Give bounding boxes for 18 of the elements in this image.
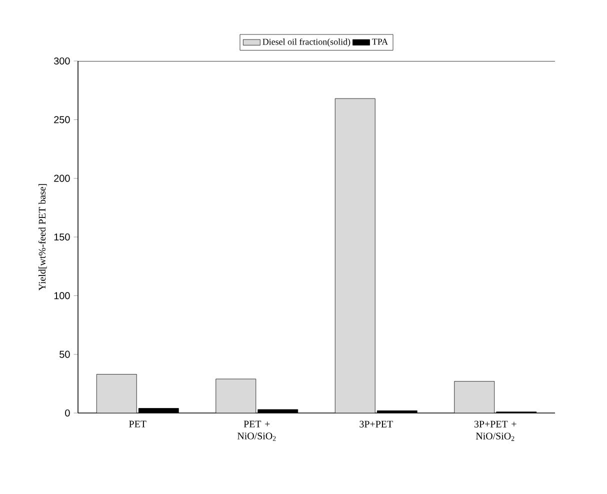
- y-axis-title: Yield[wt%-feed PET base]: [38, 184, 47, 291]
- x-tick-label: 3P+PET: [360, 420, 393, 428]
- bar: [96, 374, 137, 413]
- y-tick-label: 200: [54, 174, 70, 182]
- x-tick-label: PET + NiO/SiO$_{2}$: [237, 420, 276, 441]
- y-tick-label: 300: [54, 57, 70, 65]
- y-tick-label: 100: [54, 292, 70, 300]
- y-tick-label: 0: [65, 409, 70, 417]
- legend-label: TPA: [372, 38, 388, 45]
- bar: [454, 381, 495, 413]
- y-tick-label: 150: [54, 233, 70, 241]
- legend-label: Diesel oil fraction(solid): [262, 38, 350, 47]
- x-tick-label: PET: [129, 420, 146, 428]
- y-tick-label: 250: [54, 116, 70, 124]
- bar: [334, 98, 376, 413]
- x-tick-label: 3P+PET + NiO/SiO$_{2}$: [474, 420, 516, 441]
- y-tick-label: 50: [60, 350, 70, 358]
- bar: [216, 378, 256, 413]
